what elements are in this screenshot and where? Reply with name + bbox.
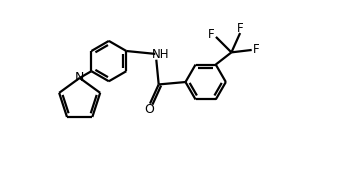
Text: N: N [75,71,84,84]
Text: F: F [253,43,260,56]
Text: F: F [208,28,215,41]
Text: F: F [237,22,244,35]
Text: NH: NH [152,48,170,61]
Text: O: O [145,103,155,116]
